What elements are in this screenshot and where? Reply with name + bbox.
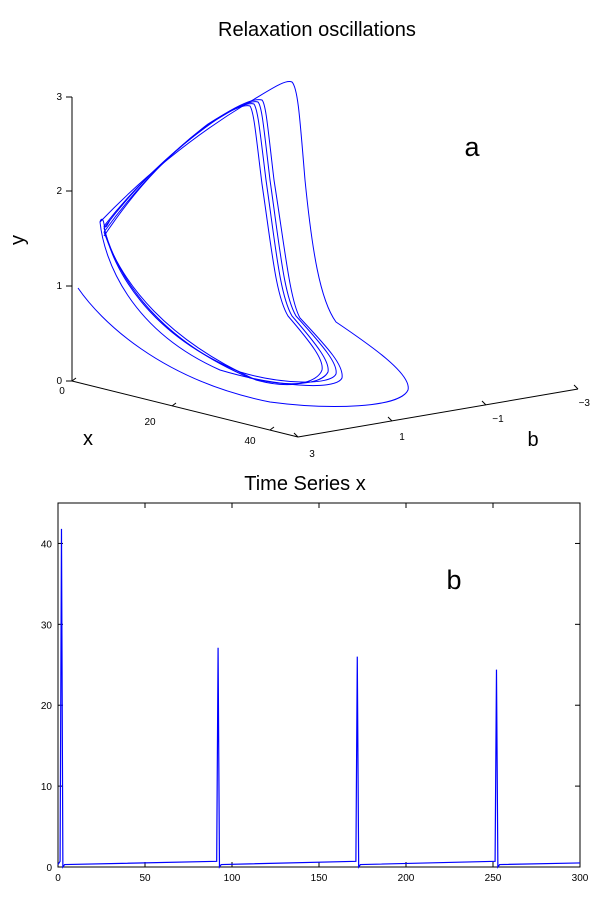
b-tick-label: −1 (492, 414, 504, 425)
y-tick-label: 20 (41, 701, 53, 712)
time-series-title: Time Series x (244, 473, 366, 495)
x-tick-label: 150 (311, 873, 328, 884)
x-axis-3d (71, 380, 299, 438)
b-axis-label: b (527, 429, 538, 451)
x-tick-label: 250 (485, 873, 502, 884)
phase-trajectory (77, 81, 409, 407)
y-tick-label: 2 (56, 186, 62, 197)
x-tick-label: 20 (144, 417, 156, 428)
trajectory-cusp (99, 218, 111, 228)
x-tick-label: 0 (59, 386, 65, 397)
panel-label-a: a (464, 132, 480, 162)
figure-title: Relaxation oscillations (218, 19, 416, 41)
x-tick-label: 0 (55, 873, 61, 884)
x-tick-label: 200 (398, 873, 415, 884)
x-tick-label: 50 (139, 873, 151, 884)
trajectory-loop-2 (99, 99, 343, 387)
b-tick-label: −3 (579, 398, 591, 409)
trajectory-loop-5 (103, 105, 323, 386)
panel-b: 0 50 100 150 200 250 300 0 10 20 30 40 b (41, 502, 589, 884)
trajectory-loop-3 (103, 101, 337, 383)
x-tick-label: 40 (244, 436, 256, 447)
b-axis-3d (297, 388, 579, 438)
trajectory-outer-loop (77, 81, 409, 407)
trajectory-loop-4 (103, 103, 329, 385)
time-series-axes: 0 50 100 150 200 250 300 0 10 20 30 40 (41, 503, 589, 884)
x-ticks-3d: 0 20 40 (59, 377, 275, 447)
y-ticks-3d: 0 1 2 3 (56, 92, 72, 387)
panel-label-b: b (446, 565, 461, 595)
b-tick-label: 1 (399, 432, 405, 443)
x-tick-label: 100 (224, 873, 241, 884)
y-tick-label: 30 (41, 620, 53, 631)
y-tick-label: 1 (56, 281, 62, 292)
time-series-line (57, 528, 581, 869)
x-axis-label: x (83, 428, 93, 450)
y-tick-label: 0 (46, 863, 52, 874)
y-tick-label: 40 (41, 539, 53, 550)
panel-a: 0 1 2 3 0 20 40 3 1 −1 −3 y x b (7, 81, 591, 460)
b-ticks-3d: 3 1 −1 −3 (293, 384, 591, 460)
b-tick-label: 3 (309, 449, 315, 460)
plot-frame (57, 502, 581, 868)
y-tick-label: 10 (41, 782, 53, 793)
y-tick-label: 3 (56, 92, 62, 103)
y-tick-label: 0 (56, 376, 62, 387)
y-axis-label: y (7, 235, 29, 245)
x-tick-label: 300 (572, 873, 589, 884)
